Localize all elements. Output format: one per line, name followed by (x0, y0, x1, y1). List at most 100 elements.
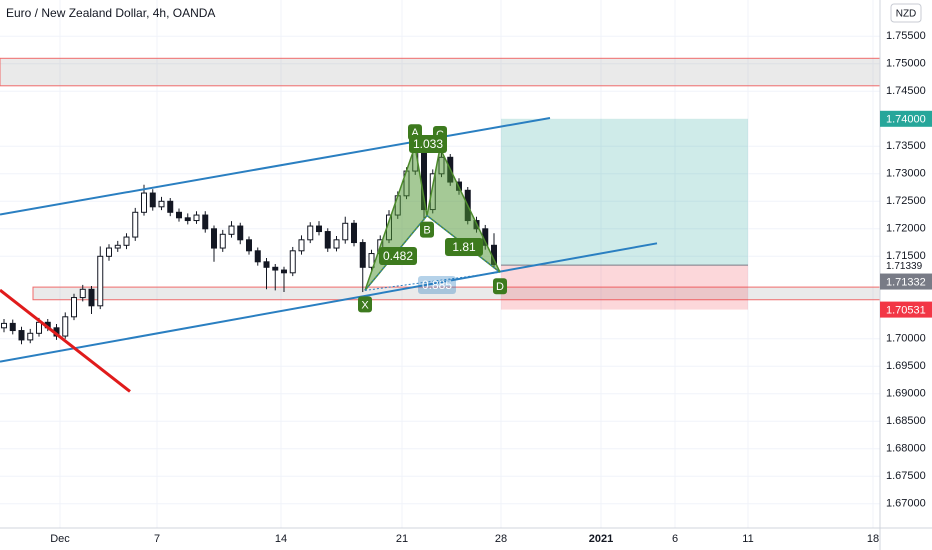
candle-body (246, 239, 252, 252)
x-tick-label: 2021 (589, 533, 613, 545)
x-tick-label: 7 (154, 533, 160, 545)
candle-body (368, 253, 375, 268)
candle-body (342, 222, 349, 241)
pattern-guide (426, 215, 501, 273)
y-tick-label: 1.73000 (886, 168, 926, 180)
candle-body (298, 239, 305, 252)
pattern-point-label: B (423, 225, 430, 237)
y-tick-label: 1.67500 (886, 470, 926, 482)
ratio-label: 1.81 (452, 240, 476, 254)
ratio-box (445, 238, 483, 256)
x-tick-label: 6 (672, 533, 678, 545)
candle-body (149, 192, 156, 208)
y-tick-label: 1.72000 (886, 223, 926, 235)
currency-button[interactable] (890, 3, 922, 23)
y-tick-label: 1.67000 (886, 498, 926, 510)
price-label: 1.74000 (886, 114, 926, 126)
candle-body (211, 228, 217, 249)
candle-body (123, 236, 130, 246)
y-tick-label: 1.70000 (886, 333, 926, 345)
pattern-point-label: C (436, 129, 444, 141)
pattern-point-box (420, 221, 434, 238)
candle-body (307, 225, 314, 241)
candle-body (193, 214, 200, 222)
pattern-point-label: D (496, 281, 504, 293)
candle-body (114, 244, 121, 249)
y-tick-label: 1.68500 (886, 415, 926, 427)
candle-body (27, 332, 34, 341)
axes: 1.75500 1.75000 1.74500 1.73500 1.73000 1.725… (50, 30, 932, 545)
candle-body (71, 297, 77, 318)
trend-line (0, 242, 658, 363)
x-tick-label: 11 (742, 533, 753, 545)
ratio-box (418, 276, 456, 294)
candle-body (141, 192, 147, 213)
candle-body (132, 211, 139, 238)
candle-body (237, 225, 244, 241)
pattern-guide (364, 271, 501, 291)
candle-body (167, 200, 174, 213)
chart-title: Euro / New Zealand Dollar, 4h, OANDA (6, 6, 215, 20)
candle-body (324, 231, 331, 249)
grid (0, 0, 880, 528)
trend-line (0, 288, 131, 393)
zone (0, 57, 881, 87)
ratio-box (409, 135, 447, 153)
pattern-point-box (493, 278, 507, 295)
x-tick-label: 21 (396, 533, 408, 545)
candle-body (359, 242, 366, 268)
plot-area: X A B C D 0.482 1.033 1.81 0.885 (0, 57, 881, 393)
zone (32, 286, 881, 301)
price-label-box (880, 273, 932, 290)
candle-body (184, 217, 191, 222)
ratio-label: 0.885 (422, 278, 452, 292)
candle-body (158, 200, 165, 208)
price-label-box (880, 301, 932, 318)
y-tick-label: 1.69500 (886, 360, 926, 372)
stop-area (501, 265, 748, 310)
candle-body (9, 322, 16, 332)
candle-body (351, 222, 357, 244)
candle-body (202, 214, 209, 230)
pattern-point-label: X (361, 299, 369, 311)
candle-body (272, 266, 279, 271)
candle-body (88, 288, 95, 307)
candle-body (62, 316, 69, 337)
target-area (501, 118, 748, 266)
pattern-point-box (358, 296, 372, 313)
candle-body (97, 255, 104, 307)
candle-body (333, 239, 340, 249)
ratio-label: 1.033 (413, 137, 443, 151)
x-tick-label: 18 (867, 533, 879, 545)
y-tick-label: 1.72500 (886, 195, 926, 207)
price-label: 1.70531 (886, 305, 926, 317)
y-tick-label: 1.71500 (886, 250, 926, 262)
candle-body (0, 322, 7, 329)
y-tick-label: 1.69000 (886, 388, 926, 400)
candle-body (219, 233, 226, 249)
ratio-box (379, 247, 417, 265)
candle-body (36, 321, 42, 334)
y-tick-label: 1.75500 (886, 30, 926, 42)
candle-body (316, 225, 322, 233)
candle-body (18, 330, 25, 341)
candle-body (176, 211, 182, 219)
price-label: 1.71339 (886, 261, 923, 272)
x-tick-label: 14 (275, 533, 287, 545)
y-tick-label: 1.74500 (886, 85, 926, 97)
y-tick-label: 1.68000 (886, 443, 926, 455)
candle-body (263, 261, 270, 268)
x-tick-label: 28 (495, 533, 507, 545)
currency-button-label[interactable]: NZD (896, 9, 917, 20)
candle-body (281, 269, 287, 274)
y-tick-label: 1.75000 (886, 58, 926, 70)
candle-body (228, 225, 235, 235)
y-tick-label: 1.73500 (886, 140, 926, 152)
trend-line (0, 116, 551, 216)
x-tick-label: Dec (50, 533, 70, 545)
price-label: 1.71332 (886, 276, 926, 288)
candle-body (79, 288, 86, 299)
candle-body (106, 247, 112, 257)
pattern-point-label: A (411, 127, 419, 139)
